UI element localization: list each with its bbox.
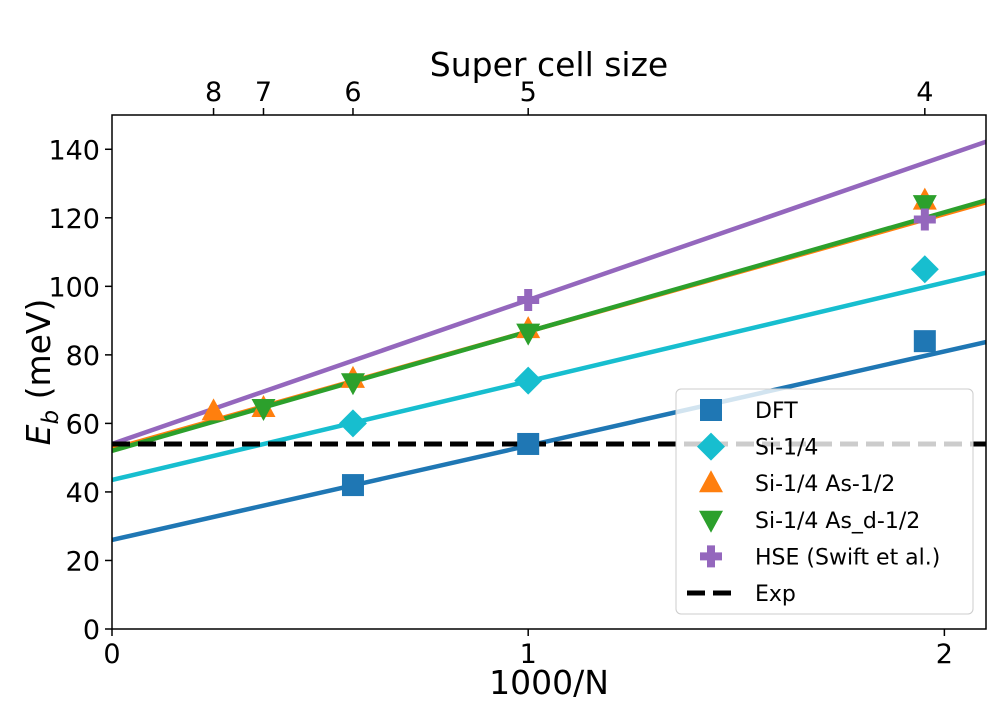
legend-marker-3	[699, 510, 723, 533]
data-point-s1-2	[910, 255, 939, 284]
top-axis-title: Super cell size	[430, 45, 668, 84]
x-axis-ticks: 0 1 2	[103, 629, 953, 670]
data-point-s0-2	[913, 330, 936, 353]
legend-label-0: DFT	[755, 399, 798, 424]
data-point-s1-1	[514, 366, 543, 395]
data-point-s3-3	[912, 195, 937, 218]
data-point-s3-0	[251, 398, 276, 421]
y-tick-label-1: 20	[66, 546, 100, 577]
legend-label-2: Si-1/4 As-1/2	[755, 472, 895, 497]
legend-label-4: HSE (Swift et al.)	[755, 545, 940, 570]
data-point-s1-0	[338, 409, 367, 438]
legend: DFT Si-1/4 Si-1/4 As-1/2 Si-1/4 As_d-1/2 HSE…	[675, 388, 974, 615]
y-tick-label-7: 140	[48, 135, 100, 166]
legend-marker-0	[700, 399, 722, 421]
legend-marker-4	[700, 545, 722, 568]
fit-line-0	[112, 339, 986, 543]
y-tick-label-3: 60	[66, 409, 100, 440]
fit-line-4	[112, 139, 986, 447]
top-tick-label-1: 7	[255, 77, 272, 108]
legend-box	[675, 388, 974, 615]
legend-entries: DFT Si-1/4 Si-1/4 As-1/2 Si-1/4 As_d-1/2 HSE…	[687, 399, 940, 607]
legend-label-3: Si-1/4 As_d-1/2	[755, 509, 920, 534]
data-point-s2-0	[201, 398, 226, 421]
y-tick-label-0: 0	[83, 615, 100, 646]
y-tick-label-2: 40	[66, 478, 100, 509]
legend-label-1: Si-1/4	[755, 436, 818, 461]
data-point-s3-2	[516, 323, 541, 346]
top-tick-label-4: 4	[916, 77, 933, 108]
legend-marker-2	[699, 470, 723, 493]
data-point-s3-1	[340, 373, 365, 396]
data-point-s0-0	[341, 474, 364, 497]
top-tick-label-3: 5	[520, 77, 537, 108]
data-point-s4-0	[517, 289, 540, 312]
data-markers	[201, 187, 939, 497]
y-tick-label-4: 80	[66, 341, 100, 372]
legend-label-exp: Exp	[755, 582, 796, 607]
legend-marker-1	[697, 432, 725, 461]
y-axis-ticks: 0 20 40 60 80 100 120 140	[48, 135, 112, 646]
y-axis-title: Eb (meV)	[19, 299, 64, 446]
x-tick-label-1: 1	[520, 639, 537, 670]
top-tick-label-2: 6	[344, 77, 361, 108]
y-tick-label-6: 120	[48, 204, 100, 235]
top-tick-label-0: 8	[205, 77, 222, 108]
x-tick-label-2: 2	[936, 639, 953, 670]
data-point-s0-1	[517, 432, 540, 455]
y-tick-label-5: 100	[48, 272, 100, 303]
x-tick-label-0: 0	[103, 639, 120, 670]
top-axis-ticks: 8 7 6 5 4	[205, 77, 933, 115]
x-axis-title: 1000/N	[489, 663, 609, 702]
plot-frame	[111, 114, 987, 630]
data-point-s4-1	[913, 208, 936, 231]
